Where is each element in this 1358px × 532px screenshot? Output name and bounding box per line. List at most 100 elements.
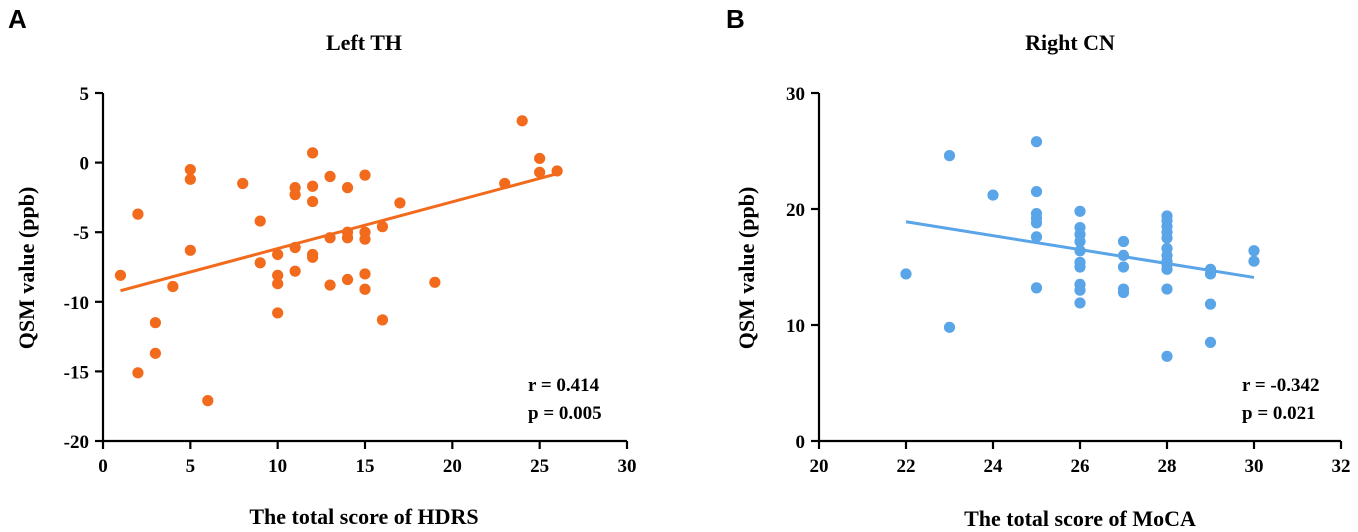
x-tick-label: 25 [530,456,549,477]
axes-group: 20 22 24 26 28 30 32 30 20 10 0 [786,84,1351,477]
axes-group: 0 5 10 15 20 25 30 5 0 -5 -10 -15 -20 [64,84,637,477]
fit-group [120,172,558,293]
data-point [237,177,249,190]
data-point [943,321,956,333]
x-tick-label: 0 [98,456,108,477]
data-point [324,232,336,244]
data-point [272,278,284,290]
data-point [1074,297,1086,309]
data-point [324,170,336,183]
data-point [307,195,319,208]
x-tick-label: 20 [810,456,829,477]
panel-a: A Left TH QSM value (ppb) The total scor… [8,4,637,529]
data-point [132,367,144,379]
data-point [289,189,301,201]
data-point [1117,235,1130,248]
data-point [359,283,371,295]
data-point [1030,231,1043,243]
data-point [1030,136,1043,148]
data-point [1204,268,1217,280]
data-point [534,166,546,178]
data-point [184,163,196,176]
panel-b: B Right CN QSM value (ppb) The total sco… [726,4,1351,531]
data-point [1161,283,1173,295]
data-point [1030,217,1043,229]
data-point [394,197,406,209]
data-point [307,147,319,159]
data-point [114,269,127,281]
points-group [900,136,1260,362]
x-tick-label: 10 [268,456,287,477]
data-point [1074,261,1086,273]
y-tick-label: 30 [786,84,805,105]
data-point [1074,205,1086,217]
data-point [900,268,912,280]
y-tick-label: -15 [64,362,89,383]
x-tick-label: 20 [443,456,462,477]
data-point [1117,249,1130,261]
data-point [1204,336,1217,348]
data-point [149,347,161,359]
r-value-label: r = 0.414 [528,375,600,396]
data-point [987,189,999,201]
panel-letter: B [726,4,745,34]
data-point [324,279,336,291]
data-point [307,251,319,263]
x-axis-label: The total score of HDRS [249,504,478,529]
data-point [272,248,284,261]
chart-title: Left TH [326,30,402,55]
data-point [376,314,389,326]
data-point [307,180,319,192]
data-point [1030,186,1043,198]
x-tick-label: 32 [1332,456,1351,477]
data-point [289,241,301,254]
data-point [1074,245,1086,257]
data-point [132,208,144,220]
data-point [534,152,546,165]
y-tick-label: 10 [786,316,805,337]
x-tick-label: 24 [984,456,1004,477]
data-point [341,273,354,286]
data-point [1161,232,1173,244]
x-tick-label: 26 [1071,456,1090,477]
points-group [114,115,563,407]
data-point [341,232,354,244]
data-point [149,317,161,329]
regression-line [120,172,558,293]
data-point [551,165,563,177]
data-point [1074,284,1086,296]
data-point [202,395,214,407]
x-tick-label: 15 [356,456,375,477]
data-point [499,177,511,190]
data-point [1248,255,1260,267]
data-point [1117,261,1130,273]
data-point [254,215,266,227]
y-tick-label: -5 [73,223,89,244]
y-tick-label: 5 [80,84,90,105]
chart-title: Right CN [1025,30,1115,55]
data-point [376,221,389,233]
data-point [184,173,196,185]
y-axis-label: QSM value (ppb) [14,187,39,350]
data-point [184,244,196,256]
data-point [359,268,371,280]
x-tick-label: 5 [186,456,196,477]
x-tick-label: 22 [897,456,916,477]
x-axis-label: The total score of MoCA [964,506,1196,531]
data-point [429,276,441,288]
y-tick-label: 0 [796,432,806,453]
data-point [1074,235,1086,248]
data-point [1161,263,1173,275]
p-value-label: p = 0.021 [1242,403,1316,424]
data-point [1030,282,1043,294]
y-tick-label: -20 [64,432,89,453]
y-tick-label: 0 [80,154,90,175]
panel-letter: A [8,4,27,34]
data-point [167,280,179,293]
x-tick-label: 30 [618,456,637,477]
data-point [943,150,956,162]
data-point [341,182,354,194]
data-point [272,307,284,319]
data-point [1248,245,1260,257]
